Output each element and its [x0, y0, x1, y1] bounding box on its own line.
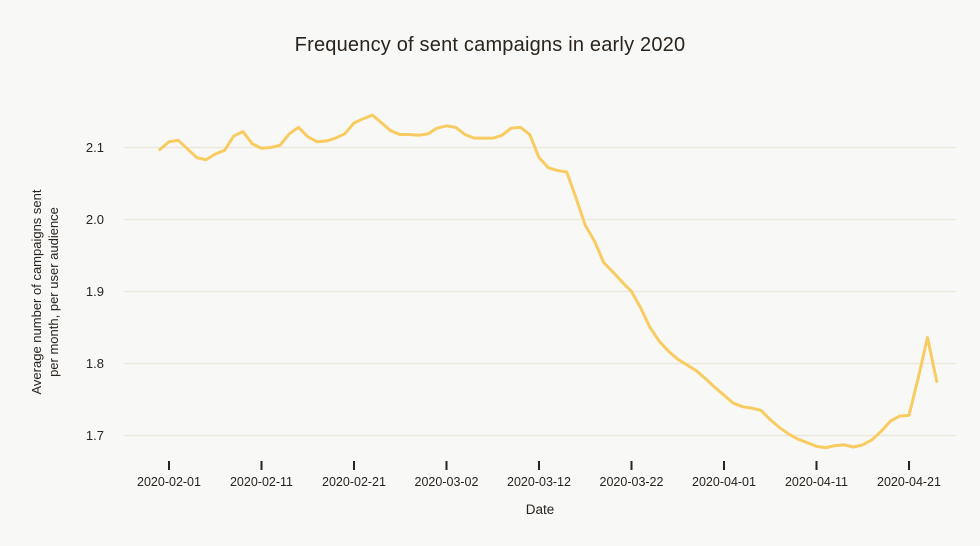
data-line [158, 113, 939, 450]
x-tick-label: 2020-04-11 [784, 475, 848, 489]
x-tick-label: 2020-02-11 [229, 475, 293, 489]
y-axis-title-line-1: Average number of campaigns sent [29, 189, 44, 395]
chart-title: Frequency of sent campaigns in early 202… [294, 34, 686, 56]
y-tick-label: 1.7 [85, 427, 104, 443]
y-tick-label: 1.9 [85, 283, 104, 299]
x-tick-label: 2020-04-21 [877, 475, 941, 489]
x-tick-label: 2020-02-01 [137, 475, 201, 489]
y-tick-label: 2.1 [85, 139, 104, 155]
x-axis-title: Date [525, 502, 555, 517]
x-tick-label: 2020-03-12 [507, 475, 571, 489]
y-tick-label: 1.8 [85, 355, 104, 371]
x-tick-label: 2020-04-01 [692, 475, 756, 489]
x-tick-label: 2020-03-22 [599, 475, 664, 489]
x-tick-label: 2020-02-21 [322, 475, 386, 489]
x-tick-label: 2020-03-02 [414, 475, 479, 489]
y-tick-label: 2.0 [85, 211, 104, 227]
